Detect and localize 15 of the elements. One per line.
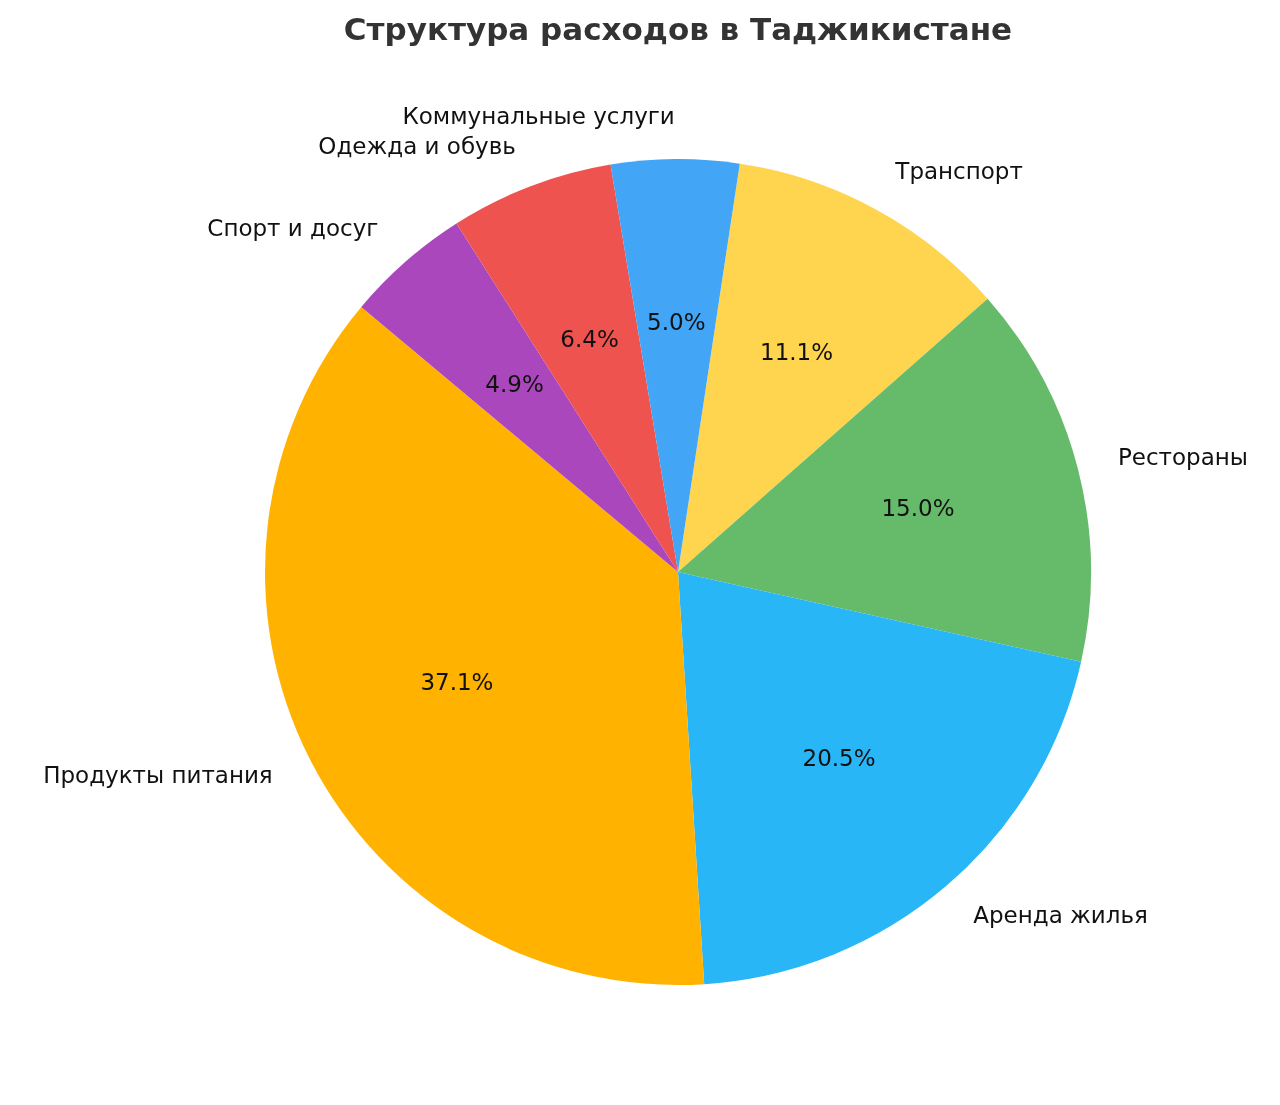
data-label: 37.1% [420,668,494,695]
slice-label: Транспорт [894,158,1023,185]
slice-label: Аренда жилья [973,902,1148,929]
slice-label: Коммунальные услуги [402,102,675,129]
data-label: 20.5% [802,745,876,772]
data-label: 6.4% [560,325,619,352]
chart-title: Структура расходов в Таджикистане [343,11,1013,48]
slice-label: Продукты питания [43,762,273,789]
slice-label: Одежда и обувь [318,132,516,159]
data-label: 5.0% [647,309,706,336]
slice-label: Спорт и досуг [207,215,379,242]
slice-label: Рестораны [1117,443,1248,470]
data-label: 4.9% [485,370,544,397]
data-label: 15.0% [881,495,955,522]
data-label: 11.1% [760,339,834,366]
